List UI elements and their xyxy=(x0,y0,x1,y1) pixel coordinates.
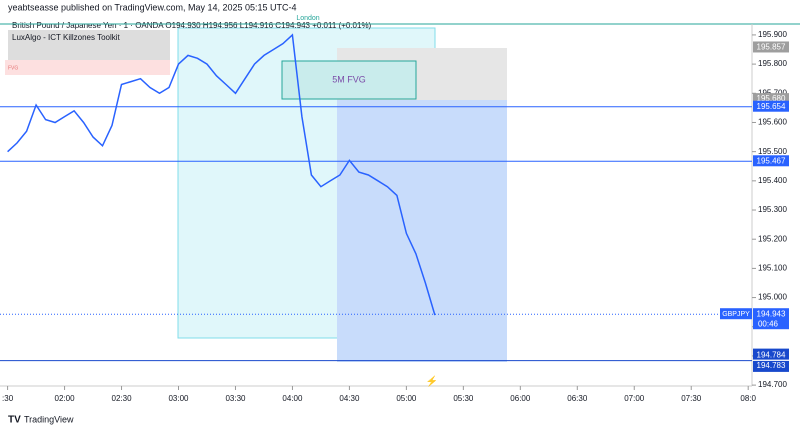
price-line xyxy=(7,33,436,316)
x-tick-label: 02:30 xyxy=(112,394,133,403)
current-price-bg xyxy=(753,308,789,330)
price-label: 195.467 xyxy=(757,156,786,165)
x-tick-label: 06:30 xyxy=(567,394,588,403)
countdown: 00:46 xyxy=(758,319,779,328)
x-tick-label: 07:00 xyxy=(624,394,645,403)
fvg-tag-box xyxy=(5,60,170,75)
y-tick-label: 195.900 xyxy=(758,30,787,39)
event-icon: ⚡ xyxy=(426,375,438,388)
y-tick-label: 195.200 xyxy=(758,234,787,243)
indicator-box xyxy=(8,30,170,60)
x-tick-label: 05:00 xyxy=(396,394,417,403)
target-box xyxy=(337,100,507,362)
x-tick-label: 04:30 xyxy=(339,394,360,403)
y-tick-label: 195.400 xyxy=(758,176,787,185)
price-label: 195.654 xyxy=(757,102,786,111)
price-label-bg xyxy=(753,41,789,53)
current-price: 194.943 xyxy=(757,309,786,318)
indicator-name: LuxAlgo - ICT Killzones Toolkit xyxy=(12,33,121,42)
y-tick-label: 195.700 xyxy=(758,88,787,97)
x-tick-label: 02:00 xyxy=(55,394,76,403)
y-tick-label: 195.100 xyxy=(758,263,787,272)
x-tick-label: 07:30 xyxy=(681,394,702,403)
y-tick-label: 195.800 xyxy=(758,59,787,68)
x-tick-label: 03:00 xyxy=(168,394,189,403)
footer-brand: TradingView xyxy=(24,414,74,424)
x-tick-label: :30 xyxy=(2,394,14,403)
x-tick-label: 03:30 xyxy=(225,394,246,403)
y-tick-label: 195.500 xyxy=(758,147,787,156)
y-tick-label: 195.000 xyxy=(758,293,787,302)
price-label-bg xyxy=(753,93,789,105)
symbol-bg xyxy=(720,308,752,320)
price-label: 195.680 xyxy=(757,94,786,103)
y-tick-label: 194.700 xyxy=(758,380,787,389)
logo: TV xyxy=(8,415,21,426)
x-tick-label: 08:0 xyxy=(740,394,756,403)
fvg-box xyxy=(281,60,417,100)
x-tick-label: 05:30 xyxy=(453,394,474,403)
byline: yeabtseasse published on TradingView.com… xyxy=(8,2,297,12)
symbol-label: GBPJPY xyxy=(722,311,750,318)
y-tick-label: 195.300 xyxy=(758,205,787,214)
price-label-bg xyxy=(753,360,789,372)
fvg-label: 5M FVG xyxy=(332,74,366,84)
x-tick-label: 04:00 xyxy=(282,394,303,403)
fvg-tag: FVG xyxy=(8,65,18,71)
price-label-bg xyxy=(753,155,789,167)
price-label: 194.784 xyxy=(757,351,786,360)
price-label: 194.783 xyxy=(757,361,786,370)
price-label-bg xyxy=(753,100,789,112)
y-tick-label: 195.600 xyxy=(758,118,787,127)
session-label: London xyxy=(296,15,319,22)
x-tick-label: 06:00 xyxy=(510,394,531,403)
price-label: 195.857 xyxy=(757,43,786,52)
symbol-line: British Pound / Japanese Yen · 1 · OANDA… xyxy=(12,21,372,30)
price-label-bg xyxy=(753,348,789,360)
